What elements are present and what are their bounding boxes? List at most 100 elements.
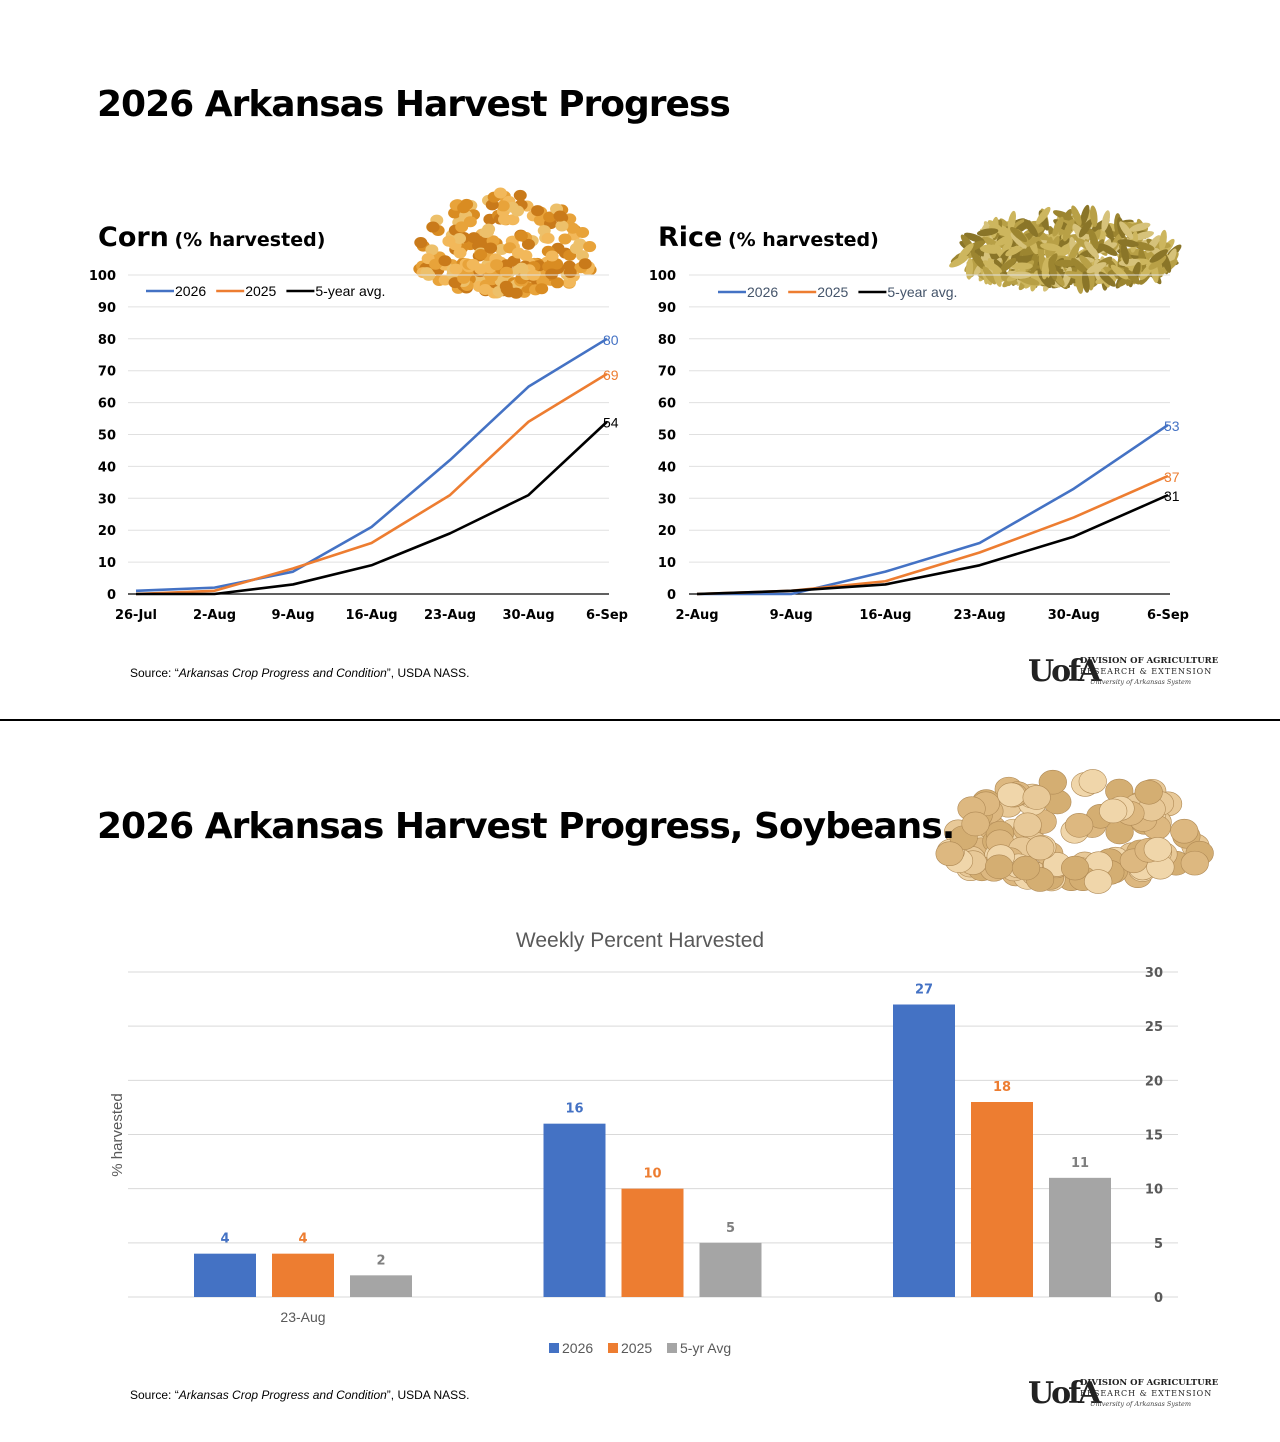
corn-series-line <box>135 337 608 593</box>
grain <box>1007 210 1016 233</box>
rice-ytick-label: 50 <box>658 429 676 444</box>
soy-bar <box>893 1004 955 1297</box>
grain <box>987 220 1006 235</box>
grain <box>1180 850 1209 876</box>
grain <box>1120 243 1130 265</box>
grain <box>578 258 592 270</box>
source-suffix: ”, USDA NASS. <box>386 1388 470 1402</box>
grain <box>1081 271 1090 293</box>
corn-legend-label: 2026 <box>175 283 206 299</box>
logo-line2: RESEARCH & EXTENSION <box>1080 1389 1213 1398</box>
grain <box>1068 243 1080 263</box>
corn-xtick-label: 30-Aug <box>502 608 554 623</box>
rice-end-label: 53 <box>1164 418 1180 434</box>
corn-legend-label: 2025 <box>245 283 276 299</box>
grain <box>1075 272 1084 294</box>
grain <box>513 189 527 201</box>
grain <box>484 271 498 283</box>
soy-bar <box>621 1188 684 1297</box>
soy-bar <box>272 1253 334 1297</box>
soy-bar <box>699 1242 762 1297</box>
grain <box>1030 252 1039 275</box>
grain <box>576 226 590 239</box>
corn-xtick-label: 6-Sep <box>586 608 628 623</box>
soy-bar <box>543 1123 606 1297</box>
corn-ytick-label: 40 <box>98 460 116 475</box>
grain <box>457 272 471 284</box>
grain <box>1010 227 1028 243</box>
grain <box>1129 222 1151 232</box>
grain <box>474 248 488 261</box>
rice-line-chart: 0 10 20 30 40 50 60 70 80 90 100 2-Aug 9-Aug 16-Aug 23… <box>649 269 1189 623</box>
rice-series-line <box>696 474 1169 596</box>
grain <box>992 266 1002 287</box>
rice-series-line <box>696 493 1169 596</box>
soy-data-label: 5 <box>726 1221 735 1236</box>
grain <box>566 222 580 234</box>
soy-bar <box>350 1275 412 1297</box>
grain <box>1101 210 1111 232</box>
corn-series-line <box>135 372 608 596</box>
grain <box>442 235 456 247</box>
corn-ytick-label: 90 <box>98 301 116 316</box>
soy-xtick-label: 23-Aug <box>280 1309 325 1325</box>
corn-ytick-label: 20 <box>98 524 116 539</box>
soy-legend-swatch <box>549 1343 559 1353</box>
soy-ytick-label: 15 <box>1145 1129 1163 1144</box>
grain <box>1022 785 1051 810</box>
grain <box>1026 835 1055 861</box>
rice-xtick-label: 2-Aug <box>675 608 718 623</box>
soy-data-label: 18 <box>993 1080 1011 1095</box>
slide2-title: 2026 Arkansas Harvest Progress, Soybeans… <box>97 806 955 847</box>
grain <box>1010 232 1027 249</box>
grain <box>998 257 1017 273</box>
corn-ytick-label: 0 <box>107 588 116 603</box>
corn-end-label: 69 <box>603 367 619 383</box>
soy-bar <box>1049 1177 1111 1297</box>
grain <box>1148 255 1167 270</box>
grain <box>425 244 439 256</box>
grain <box>553 210 567 222</box>
grain <box>1060 855 1090 881</box>
soy-data-label: 11 <box>1071 1156 1089 1171</box>
grain <box>1052 216 1064 237</box>
logo-mark: UofA <box>1028 1376 1101 1411</box>
grain <box>1062 220 1073 242</box>
grain <box>506 214 520 226</box>
grain <box>1078 219 1093 238</box>
grain <box>961 811 990 837</box>
soy-ytick-label: 25 <box>1145 1020 1163 1035</box>
rice-ytick-label: 0 <box>667 588 676 603</box>
slide-divider <box>0 719 1280 721</box>
logo-mark: UofA <box>1028 654 1101 689</box>
soy-y-axis-label: % harvested <box>109 1093 126 1176</box>
grain <box>1149 249 1168 263</box>
slide1-source: Source: “Arkansas Crop Progress and Cond… <box>130 666 469 680</box>
grain <box>1084 241 1100 259</box>
corn-title-text: Corn <box>98 222 169 253</box>
grain <box>1133 241 1155 251</box>
rice-series-line <box>697 423 1169 596</box>
corn-series-line <box>136 420 608 596</box>
grain <box>583 241 597 253</box>
corn-subtitle-text: (% harvested) <box>174 229 326 251</box>
rice-xtick-label: 23-Aug <box>954 608 1006 623</box>
grain <box>1071 205 1082 226</box>
source-suffix: ”, USDA NASS. <box>386 666 470 680</box>
grain <box>499 266 513 278</box>
grain <box>550 277 564 289</box>
source-title: Arkansas Crop Progress and Condition <box>178 666 387 680</box>
grain <box>949 255 969 268</box>
soy-data-label: 16 <box>565 1102 583 1117</box>
soy-chart-title: Weekly Percent Harvested <box>516 929 764 952</box>
corn-xtick-label: 2-Aug <box>193 608 236 623</box>
rice-chart-title: Rice (% harvested) <box>658 222 879 253</box>
grain <box>1089 205 1098 228</box>
grain <box>543 211 557 223</box>
uofa-logo: UofA DIVISION OF AGRICULTURE RESEARCH & … <box>1028 654 1218 689</box>
grain <box>965 258 974 280</box>
grain <box>1134 779 1163 805</box>
grain <box>1084 869 1113 894</box>
logo-line3: University of Arkansas System <box>1090 678 1192 686</box>
grain <box>994 234 1015 247</box>
